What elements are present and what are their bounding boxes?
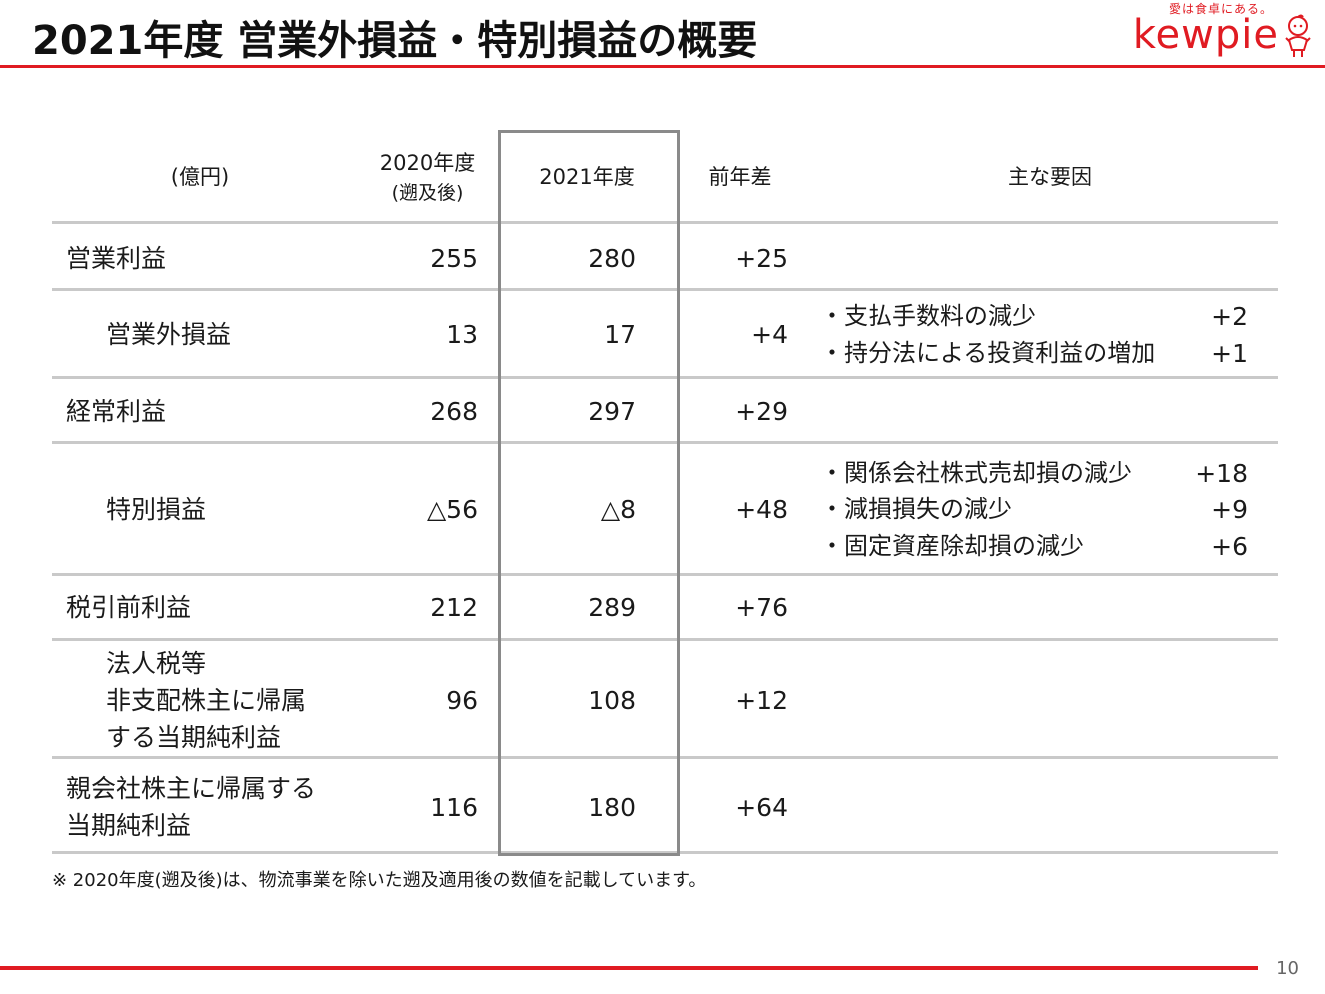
- logo-tagline: 愛は食卓にある。: [1168, 2, 1273, 16]
- row-divider: [52, 441, 1278, 444]
- row-value-2021: △8: [600, 495, 636, 524]
- row-value-2020: 116: [430, 793, 478, 822]
- col-2021-header: 2021年度: [539, 165, 635, 189]
- row-value-2021: 108: [588, 686, 636, 715]
- row-label-line: 非支配株主に帰属: [106, 686, 307, 715]
- reason-value: +1: [1211, 339, 1248, 368]
- row-value-diff: +12: [735, 686, 788, 715]
- row-label-operating-income: 営業利益: [66, 244, 167, 273]
- reason-value: +2: [1211, 302, 1248, 331]
- row-divider: [52, 573, 1278, 576]
- unit-label: (億円): [170, 165, 230, 189]
- kewpie-logo: 愛は食卓にある。 kewpie: [1127, 0, 1317, 66]
- row-value-2020: 268: [430, 397, 478, 426]
- row-divider: [52, 221, 1278, 224]
- kewpie-mascot-icon: [1285, 14, 1311, 57]
- row-value-2020: 13: [446, 320, 478, 349]
- row-value-2020: 255: [430, 244, 478, 273]
- page-title: 2021年度 営業外損益・特別損益の概要: [32, 18, 758, 64]
- reason-value: +9: [1211, 495, 1248, 524]
- row-value-2021: 297: [588, 397, 636, 426]
- current-year-highlight: [498, 130, 680, 856]
- reason-item: ・関係会社株式売却損の減少: [820, 459, 1132, 487]
- col-diff-header: 前年差: [708, 165, 772, 189]
- row-divider: [52, 376, 1278, 379]
- row-value-diff: +4: [751, 320, 788, 349]
- row-label-line: 当期純利益: [66, 811, 192, 840]
- row-label-line: 法人税等: [106, 649, 207, 678]
- reason-item: ・固定資産除却損の減少: [820, 532, 1084, 560]
- page-number: 10: [1276, 958, 1299, 979]
- row-value-diff: +64: [735, 793, 788, 822]
- reason-item: ・減損損失の減少: [820, 495, 1012, 523]
- col-2020-subheader: (遡及後): [391, 182, 464, 204]
- row-divider: [52, 288, 1278, 291]
- row-divider: [52, 756, 1278, 759]
- title-underline: [0, 65, 1325, 68]
- row-label-line: する当期純利益: [106, 723, 282, 752]
- row-label-line: 親会社株主に帰属する: [66, 774, 317, 803]
- reason-item: ・支払手数料の減少: [820, 302, 1036, 330]
- logo-wordmark: kewpie: [1132, 12, 1279, 58]
- row-value-diff: +76: [735, 593, 788, 622]
- row-value-2021: 289: [588, 593, 636, 622]
- row-value-2021: 180: [588, 793, 636, 822]
- row-value-2021: 280: [588, 244, 636, 273]
- footnote: ※ 2020年度(遡及後)は、物流事業を除いた遡及適用後の数値を記載しています。: [52, 870, 707, 891]
- reason-value: +18: [1195, 459, 1248, 488]
- row-value-2020: 212: [430, 593, 478, 622]
- col-2020-header: 2020年度: [379, 151, 476, 175]
- row-divider: [52, 851, 1278, 854]
- reason-value: +6: [1211, 532, 1248, 561]
- row-label-ordinary-income: 経常利益: [66, 397, 167, 426]
- row-value-diff: +48: [735, 495, 788, 524]
- row-value-diff: +29: [735, 397, 788, 426]
- row-value-2021: 17: [604, 320, 636, 349]
- row-divider: [52, 638, 1278, 641]
- reason-item: ・持分法による投資利益の増加: [820, 339, 1156, 367]
- row-label-extraordinary: 特別損益: [106, 495, 207, 524]
- footer-line: [0, 966, 1258, 970]
- row-value-diff: +25: [735, 244, 788, 273]
- row-value-2020: △56: [426, 495, 478, 524]
- col-reason-header: 主な要因: [1008, 165, 1092, 189]
- row-label-pretax-income: 税引前利益: [66, 593, 192, 622]
- row-value-2020: 96: [446, 686, 478, 715]
- row-label-non-operating: 営業外損益: [106, 320, 232, 349]
